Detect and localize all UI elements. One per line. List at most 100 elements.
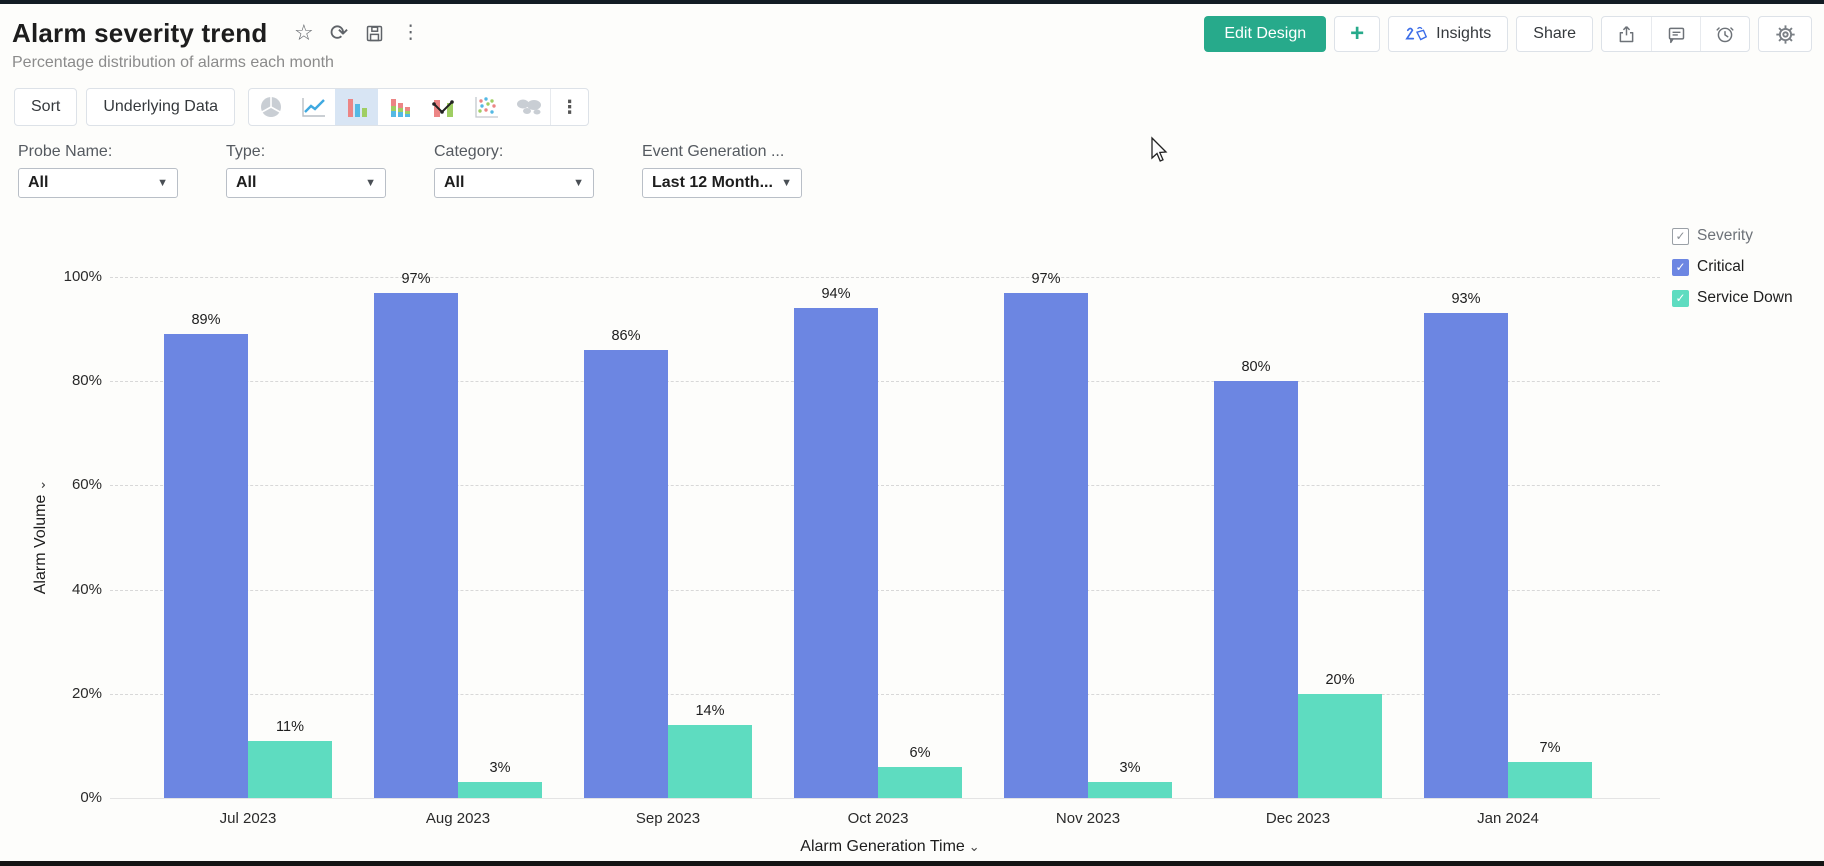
bar-chart: Alarm Volume ⌄ Alarm Generation Time ⌄ 0% 2… xyxy=(0,210,1824,861)
legend-group-severity[interactable]: ✓ Severity xyxy=(1672,227,1793,245)
chart-bar-critical[interactable] xyxy=(584,349,668,798)
chart-type-map[interactable] xyxy=(507,89,550,125)
bar-value-label: 97% xyxy=(1031,270,1061,287)
underlying-data-button[interactable]: Underlying Data xyxy=(86,88,236,126)
bar-value-label: 94% xyxy=(821,286,851,303)
filter-type: Type: All ▼ xyxy=(226,143,386,198)
window-bottom-edge xyxy=(0,861,1824,866)
x-category-label: Aug 2023 xyxy=(425,810,491,827)
chart-bar-service-down[interactable] xyxy=(878,766,962,798)
y-tick-label: 60% xyxy=(71,476,102,494)
chart-bar-service-down[interactable] xyxy=(1088,782,1172,798)
filter-selected-value: All xyxy=(236,174,257,191)
zia-insights-label: Insights xyxy=(1436,25,1492,42)
filter-label: Probe Name: xyxy=(18,143,113,160)
chart-bar-critical[interactable] xyxy=(164,334,248,798)
sort-button[interactable]: Sort xyxy=(14,88,78,126)
chart-legend: ✓ Severity ✓ Critical ✓ Service Down xyxy=(1672,227,1793,307)
bar-value-label: 93% xyxy=(1451,291,1481,308)
refresh-icon[interactable]: ⟳ xyxy=(329,20,349,45)
chart-bar-service-down[interactable] xyxy=(248,740,332,798)
gear-icon xyxy=(1775,24,1795,44)
bar-value-label: 3% xyxy=(1119,760,1141,777)
chart-bar-critical[interactable] xyxy=(1004,292,1088,798)
chart-type-more-kebab-icon[interactable]: ⋮ xyxy=(550,89,588,125)
y-gridline xyxy=(110,589,1660,591)
filter-event-generation: Event Generation ... Last 12 Month... ▼ xyxy=(642,143,802,198)
export-icon xyxy=(1619,25,1634,42)
chart-bar-service-down[interactable] xyxy=(668,725,752,798)
x-category-label: Dec 2023 xyxy=(1265,810,1331,827)
x-axis-title-label: Alarm Generation Time xyxy=(800,838,965,855)
filter-label: Type: xyxy=(226,143,266,160)
filter-label: Event Generation ... xyxy=(642,143,785,160)
y-gridline xyxy=(110,485,1660,487)
bar-value-label: 6% xyxy=(909,744,931,761)
edit-design-button[interactable]: Edit Design xyxy=(1204,16,1327,52)
chart-bar-critical[interactable] xyxy=(374,292,458,798)
chart-type-bar[interactable] xyxy=(335,89,379,125)
service-down-checkbox[interactable]: ✓ xyxy=(1672,289,1689,307)
alarm-clock-icon xyxy=(1716,27,1734,43)
y-tick-label: 40% xyxy=(71,580,102,598)
legend-item-label: Service Down xyxy=(1697,289,1793,306)
bar-value-label: 89% xyxy=(191,312,221,329)
severity-checkbox[interactable]: ✓ xyxy=(1672,227,1689,245)
zia-insights-button[interactable]: Insights xyxy=(1388,16,1509,52)
filters-row: Probe Name: All ▼ Type: All ▼ Category: All ▼ Eve… xyxy=(18,143,802,198)
filter-label: Category: xyxy=(434,143,504,160)
page-subtitle: Percentage distribution of alarms each m… xyxy=(12,54,334,71)
legend-item-label: Critical xyxy=(1697,258,1745,275)
favorite-star-icon[interactable]: ☆ xyxy=(294,20,314,45)
bar-value-label: 3% xyxy=(489,760,511,777)
legend-group-label: Severity xyxy=(1697,227,1753,244)
map-chart-icon xyxy=(516,99,541,115)
chart-bar-critical[interactable] xyxy=(794,308,878,798)
caret-down-icon: ▼ xyxy=(573,177,584,189)
chart-type-scatter[interactable] xyxy=(464,89,507,125)
bar-chart-icon xyxy=(347,99,367,117)
line-chart-icon xyxy=(302,98,326,117)
filter-select-event-generation[interactable]: Last 12 Month... ▼ xyxy=(642,168,802,198)
chart-type-stacked-bar[interactable] xyxy=(378,89,421,125)
export-button[interactable] xyxy=(1602,17,1651,51)
filter-select-probe-name[interactable]: All ▼ xyxy=(18,168,178,198)
chart-type-switcher: ⋮ xyxy=(248,88,590,126)
filter-select-type[interactable]: All ▼ xyxy=(226,168,386,198)
chart-type-line[interactable] xyxy=(292,89,335,125)
header-icon-group xyxy=(1601,16,1750,52)
x-category-label: Nov 2023 xyxy=(1055,810,1121,827)
chart-type-pie[interactable] xyxy=(249,89,292,125)
filter-probe-name: Probe Name: All ▼ xyxy=(18,143,178,198)
x-category-label: Jul 2023 xyxy=(219,810,277,827)
x-axis-title[interactable]: Alarm Generation Time ⌄ xyxy=(740,838,1040,856)
save-icon[interactable] xyxy=(364,23,385,44)
comment-icon xyxy=(1668,27,1684,43)
bar-value-label: 20% xyxy=(1325,671,1355,688)
critical-checkbox[interactable]: ✓ xyxy=(1672,258,1689,276)
share-button[interactable]: Share xyxy=(1516,16,1593,52)
more-options-kebab-icon[interactable]: ⋮ xyxy=(401,22,421,43)
chart-bar-critical[interactable] xyxy=(1424,313,1508,798)
chart-bar-critical[interactable] xyxy=(1214,381,1298,798)
chart-bar-service-down[interactable] xyxy=(1298,693,1382,798)
y-gridline xyxy=(110,693,1660,695)
settings-button[interactable] xyxy=(1758,16,1812,52)
chart-bar-service-down[interactable] xyxy=(1508,761,1592,798)
filter-selected-value: All xyxy=(444,174,465,191)
bar-value-label: 86% xyxy=(611,327,641,344)
comments-button[interactable] xyxy=(1651,17,1700,51)
filter-select-category[interactable]: All ▼ xyxy=(434,168,594,198)
x-category-label: Oct 2023 xyxy=(847,810,909,827)
y-gridline xyxy=(110,381,1660,383)
x-category-label: Jan 2024 xyxy=(1477,810,1539,827)
y-axis-title-label: Alarm Volume xyxy=(32,494,49,595)
bar-value-label: 97% xyxy=(401,270,431,287)
legend-item-critical[interactable]: ✓ Critical xyxy=(1672,258,1793,276)
add-button[interactable]: + xyxy=(1334,16,1381,52)
caret-down-icon: ▼ xyxy=(365,177,376,189)
legend-item-service-down[interactable]: ✓ Service Down xyxy=(1672,289,1793,307)
chart-bar-service-down[interactable] xyxy=(458,782,542,798)
chart-type-combo[interactable] xyxy=(421,89,464,125)
alerts-button[interactable] xyxy=(1700,17,1749,51)
